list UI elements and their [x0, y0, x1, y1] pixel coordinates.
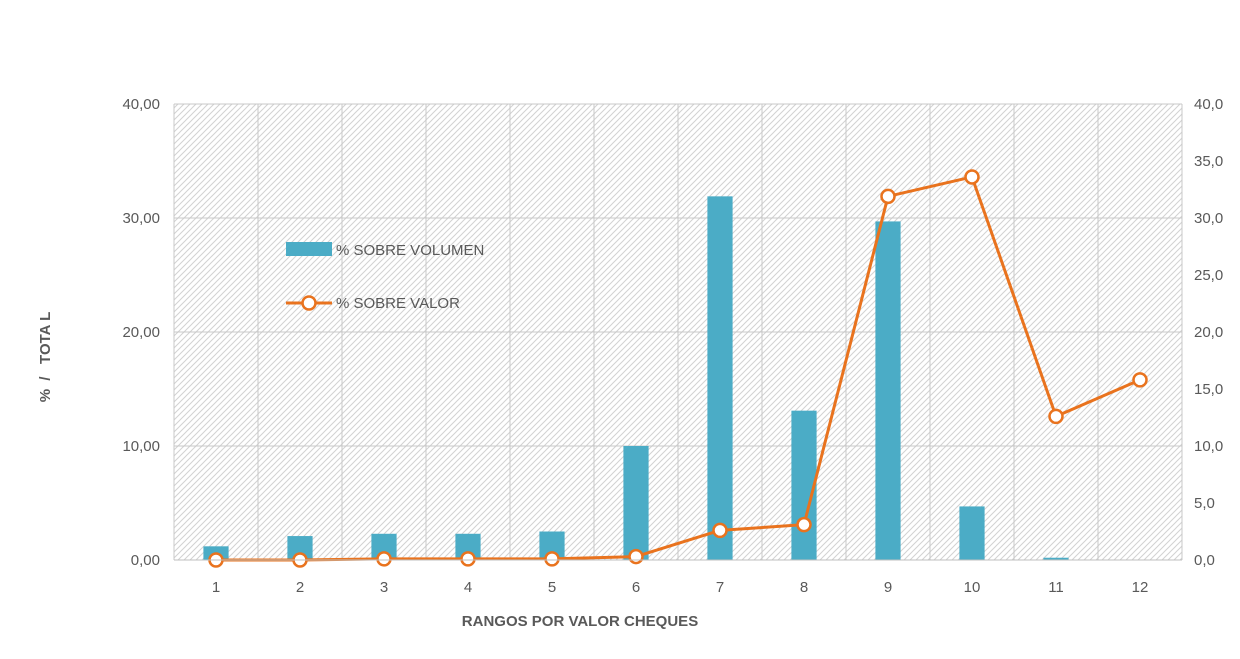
legend-label-volumen: % SOBRE VOLUMEN [336, 242, 484, 259]
legend-swatch-volumen [286, 242, 332, 256]
legend-label-valor: % SOBRE VALOR [336, 295, 460, 312]
legend: % SOBRE VOLUMEN % SOBRE VALOR [286, 242, 484, 312]
bar-10 [959, 506, 985, 560]
y-left-tick-label: 40,00 [122, 96, 160, 113]
y-left-tick-label: 20,00 [122, 324, 160, 341]
y-left-tick-label: 10,00 [122, 438, 160, 455]
x-tick-label: 6 [632, 579, 640, 596]
x-tick-label: 12 [1132, 579, 1149, 596]
y-right-tick-label: 35,0 [1194, 153, 1223, 170]
line-series-path [216, 175, 1141, 562]
bar-6 [623, 446, 649, 560]
line-point-6 [628, 548, 644, 565]
line-point-7 [712, 522, 728, 539]
line-point-9 [880, 188, 896, 205]
line-point-12 [1132, 372, 1148, 388]
y-right-tick-label: 40,0 [1194, 96, 1223, 113]
bar-11 [1043, 557, 1069, 560]
x-tick-label: 9 [884, 579, 892, 596]
y-left-tick-label: 0,00 [131, 552, 160, 569]
y-right-tick-label: 10,0 [1194, 438, 1223, 455]
line-point-10 [964, 169, 980, 185]
axes: 1 2 3 4 5 6 7 8 9 10 11 120,0010,0020,0030,0040,000… [122, 96, 1223, 596]
x-tick-label: 5 [548, 579, 556, 596]
x-tick-label: 4 [464, 579, 472, 596]
bar-2 [287, 536, 313, 560]
line-point-5 [544, 551, 560, 567]
line-point-4 [460, 551, 476, 567]
y-right-tick-label: 30,0 [1194, 210, 1223, 227]
y-left-tick-label: 30,00 [122, 210, 160, 227]
x-tick-label: 8 [800, 579, 808, 596]
x-tick-label: 2 [296, 579, 304, 596]
line-point-3 [376, 551, 392, 567]
bar-series [203, 196, 1069, 561]
bar-7 [707, 196, 733, 560]
grid-lines [173, 103, 1183, 561]
y-right-tick-label: 20,0 [1194, 324, 1223, 341]
line-series [208, 169, 1148, 568]
bar-8 [791, 410, 817, 560]
x-axis-title: RANGOS POR VALOR CHEQUES [462, 613, 698, 630]
x-tick-label: 10 [964, 579, 981, 596]
y-right-tick-label: 25,0 [1194, 267, 1223, 284]
y-right-tick-label: 5,0 [1194, 495, 1215, 512]
x-tick-label: 7 [716, 579, 724, 596]
y-right-tick-label: 15,0 [1194, 381, 1223, 398]
line-point-11 [1048, 408, 1064, 425]
y-right-tick-label: 0,0 [1194, 552, 1215, 569]
x-tick-label: 1 [212, 579, 220, 596]
line-point-8 [796, 516, 812, 533]
legend-marker-valor [301, 295, 317, 311]
bar-9 [875, 221, 901, 561]
y-axis-title: % / TOTA L [37, 312, 54, 403]
x-tick-label: 11 [1048, 579, 1064, 596]
x-tick-label: 3 [380, 579, 388, 596]
